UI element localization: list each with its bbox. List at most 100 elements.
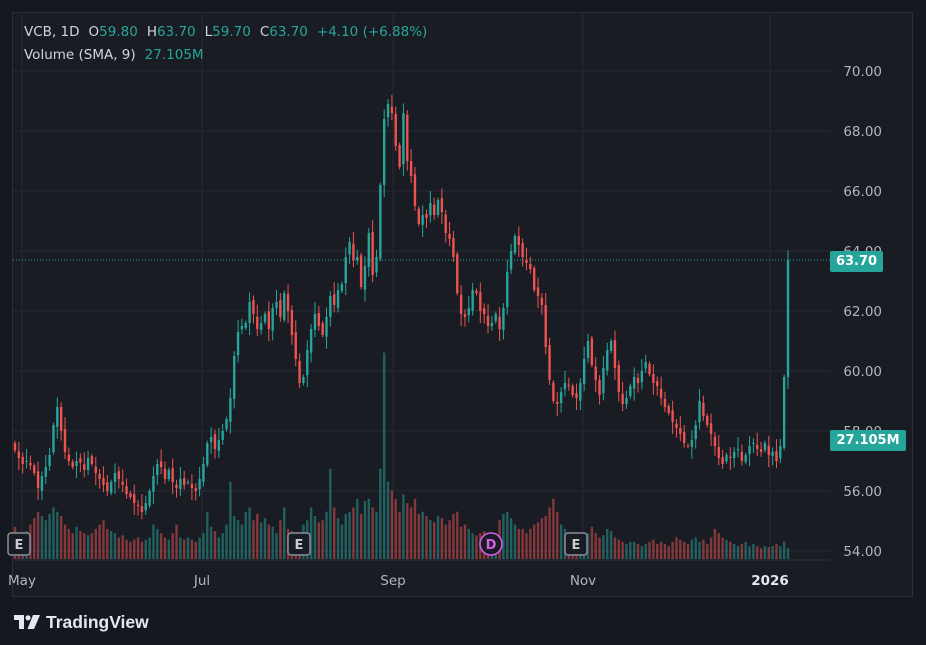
volume-bar xyxy=(540,518,544,559)
candle-body xyxy=(313,314,317,330)
volume-bar xyxy=(586,533,590,559)
candle-body xyxy=(575,393,578,398)
volume-bar xyxy=(275,533,278,559)
volume-bar xyxy=(236,520,240,559)
volume-bar xyxy=(532,524,536,559)
earnings-marker xyxy=(7,532,31,556)
candle-body xyxy=(748,446,751,455)
candle-body xyxy=(109,482,113,493)
volume-bar xyxy=(167,539,171,559)
candle-body xyxy=(121,481,124,485)
volume-bar xyxy=(613,537,617,559)
volume-bar xyxy=(221,533,224,559)
volume-bar xyxy=(329,468,332,559)
volume-bar xyxy=(529,528,532,559)
candle-body xyxy=(648,363,651,374)
candle-body xyxy=(106,482,109,491)
volume-bar xyxy=(121,535,124,559)
volume-bar xyxy=(40,516,44,559)
candle-body xyxy=(421,215,424,225)
legend-open-value: 59.80 xyxy=(99,24,138,40)
candle-body xyxy=(644,362,647,369)
candle-body xyxy=(133,494,136,503)
candle-body xyxy=(417,208,420,224)
candle-body xyxy=(775,451,778,461)
legend-symbol: VCB xyxy=(24,24,52,40)
volume-bar xyxy=(244,511,247,559)
candle-body xyxy=(686,445,690,447)
candle-body xyxy=(290,310,294,335)
volume-bar xyxy=(213,531,217,559)
volume-bar xyxy=(640,546,644,559)
candle-body xyxy=(609,341,613,351)
volume-bar xyxy=(233,516,236,559)
candle-body xyxy=(629,386,632,397)
volume-bar xyxy=(63,524,67,559)
volume-bar xyxy=(456,511,459,559)
candle-body xyxy=(759,449,763,452)
volume-bar xyxy=(283,507,286,559)
volume-bar xyxy=(90,533,94,559)
candle-body xyxy=(740,451,744,461)
candle-body xyxy=(386,104,390,118)
volume-bar xyxy=(183,539,186,559)
candle-body xyxy=(513,236,517,253)
volume-bar xyxy=(686,543,690,559)
volume-bar xyxy=(198,537,201,559)
candle-body xyxy=(625,398,628,404)
volume-bar xyxy=(779,546,782,559)
volume-bar xyxy=(186,537,190,559)
volume-bar xyxy=(256,513,259,559)
volume-bar xyxy=(206,511,209,559)
volume-bar xyxy=(513,524,517,559)
volume-bar xyxy=(117,537,121,559)
candle-body xyxy=(725,455,728,462)
candle-body xyxy=(98,473,101,479)
candle-body xyxy=(252,300,255,314)
volume-bar xyxy=(786,548,790,559)
candle-body xyxy=(671,410,674,422)
candle-body xyxy=(144,503,147,511)
volume-bar xyxy=(367,498,371,559)
volume-bar xyxy=(725,539,728,559)
candle-body xyxy=(159,461,163,467)
volume-bar xyxy=(263,518,267,559)
candle-body xyxy=(179,479,182,489)
volume-bar xyxy=(506,511,509,559)
volume-bar xyxy=(102,520,105,559)
y-tick-label: 70.00 xyxy=(843,64,882,80)
candle-body xyxy=(506,272,509,308)
candle-body xyxy=(752,443,755,444)
candle-body xyxy=(136,504,140,506)
volume-bar xyxy=(552,498,555,559)
volume-bar xyxy=(406,503,409,559)
volume-bar xyxy=(371,507,374,559)
volume-bar xyxy=(125,539,128,559)
y-tick-label: 66.00 xyxy=(843,184,882,200)
candle-body xyxy=(233,356,236,399)
candle-body xyxy=(317,313,321,326)
volume-bar xyxy=(175,524,178,559)
earnings-marker-label: E xyxy=(295,538,304,553)
y-tick-label: 62.00 xyxy=(843,304,882,320)
candle-body xyxy=(463,314,467,317)
volume-bar xyxy=(79,531,82,559)
candle-body xyxy=(652,374,655,383)
volume-bar xyxy=(163,537,167,559)
volume-bar xyxy=(717,533,720,559)
candle-body xyxy=(375,257,378,273)
tradingview-logo-text: TradingView xyxy=(46,611,149,632)
last-price-tag: 63.70 xyxy=(830,251,883,272)
candle-body xyxy=(413,174,417,206)
candle-body xyxy=(702,402,705,416)
volume-bar xyxy=(729,541,732,559)
volume-bar xyxy=(775,543,778,559)
tradingview-logo[interactable]: TradingView xyxy=(14,611,149,633)
volume-bar xyxy=(452,513,455,559)
volume-bar xyxy=(86,535,90,559)
volume-bar xyxy=(252,520,255,559)
candle-body xyxy=(83,464,86,470)
y-tick-label: 68.00 xyxy=(843,124,882,140)
candle-body xyxy=(75,461,78,467)
